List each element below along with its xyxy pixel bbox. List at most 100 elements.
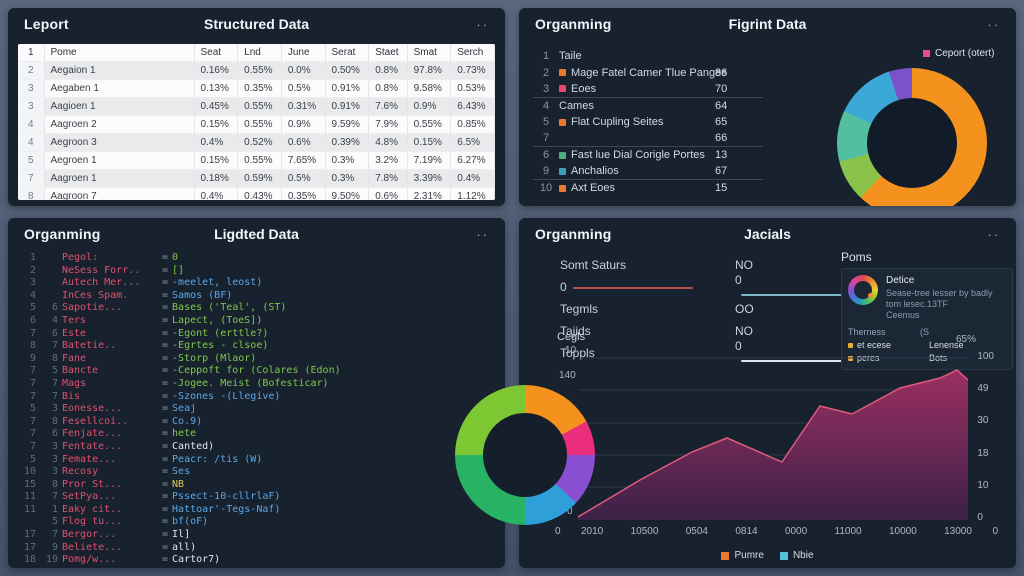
cell-name: Aagioen 1: [44, 97, 195, 116]
stat-value: 0: [560, 280, 735, 294]
poms-card[interactable]: Detice Sease-tree lesser by badly tom le…: [841, 268, 1013, 370]
list-item[interactable]: 4 Cames 64: [533, 98, 763, 115]
menu-dots-icon[interactable]: ··: [476, 226, 489, 242]
code-equals: =: [162, 277, 169, 289]
column-header: Lnd: [237, 44, 282, 62]
cell-value: 0.85%: [450, 115, 495, 134]
bullet-icon: [559, 151, 566, 159]
code-value: bf(oF): [172, 516, 209, 528]
list-item-label: Axt Eoes: [571, 182, 616, 195]
code-equals: =: [162, 415, 169, 427]
card-name: Detice: [886, 275, 915, 286]
list-item[interactable]: 7 66: [533, 131, 763, 147]
code-listing[interactable]: 1 Pegol: = 0 2 NeSess Forr.. =[] 3 Autech Mer...…: [18, 252, 497, 565]
code-equals: =: [162, 491, 169, 503]
list-item-number: 2: [542, 66, 550, 79]
donut-chart[interactable]: [455, 385, 595, 525]
table-row[interactable]: 5 Aegroen 1 0.15% 0.55% 7.65% 0.3% 3.2% 7.19% 6.…: [18, 151, 495, 170]
row-number: 4: [18, 115, 45, 134]
cell-value: 0.9%: [281, 115, 326, 134]
list-item[interactable]: 6 Fast lue Dial Corigle Portes 13: [533, 147, 763, 164]
code-equals: =: [162, 302, 169, 314]
list-item[interactable]: 10 Axt Eoes 15: [533, 180, 763, 197]
row-number: 1: [18, 44, 45, 62]
row-number: 2: [18, 61, 45, 80]
line-number: 8: [51, 415, 58, 427]
donut-legend: Ceport (otert): [923, 48, 994, 59]
list-item[interactable]: 1 Taile: [533, 48, 763, 65]
cell-value: 7.19%: [407, 151, 452, 170]
code-line: 17 9 Beliete... = all): [18, 542, 497, 555]
table-row[interactable]: 3 Aegaben 1 0.13% 0.35% 0.5% 0.91% 0.8% 9.58% 0.…: [18, 79, 495, 98]
x-tick: 2010: [581, 526, 604, 537]
cell-value: 0.35%: [237, 79, 282, 98]
cell-value: 0.8%: [368, 79, 408, 98]
card-col-header: Therness: [848, 327, 886, 337]
row-number: 5: [18, 151, 45, 170]
cell-name: Aagroen 1: [44, 169, 195, 188]
y-tick: 30: [977, 415, 989, 427]
code-value: Co.9): [172, 415, 203, 427]
table-row[interactable]: 2 Aegaion 1 0.16% 0.55% 0.0% 0.50% 0.8% 97.8% 0.…: [18, 61, 495, 80]
code-equals: =: [162, 529, 169, 541]
table-header-row[interactable]: 1 Pome Seat Lnd June Serat Staet Smat Serch: [18, 44, 495, 62]
card-row-value: Lenense: [929, 340, 964, 350]
table-row[interactable]: 7 Aagroen 1 0.18% 0.59% 0.5% 0.3% 7.8% 3.39% 0.4…: [18, 169, 495, 188]
column-header: Smat: [407, 44, 452, 62]
menu-dots-icon[interactable]: ··: [987, 226, 1000, 242]
list-item[interactable]: 2 Mage Fatel Camer Tlue Panges 86: [533, 65, 763, 82]
donut-hole: [867, 98, 957, 188]
cell-value: 4.8%: [368, 133, 408, 152]
row-number: 3: [18, 79, 45, 98]
line-number: 3: [51, 453, 58, 465]
cell-value: 0.15%: [194, 151, 239, 170]
stat-label: NO: [735, 258, 753, 272]
donut-chart[interactable]: [837, 68, 987, 206]
panel-ligdted-data: Ligdted Data Organming ·· 1 Pegol: = 0 2 NeSe…: [8, 218, 505, 568]
line-number: 17: [23, 541, 36, 553]
code-line: 9 8 Fane = -Storp (Mlaor): [18, 353, 497, 366]
table-row[interactable]: 4 Aegroon 3 0.4% 0.52% 0.6% 0.39% 4.8% 0.15% 6.5…: [18, 133, 495, 152]
area-chart[interactable]: [577, 345, 969, 521]
cell-value: 0.4%: [194, 187, 239, 200]
list-item-number: 9: [542, 165, 550, 178]
legend-item[interactable]: Nbie: [779, 550, 814, 561]
code-key: Mags: [62, 377, 87, 389]
bullet-icon: [848, 342, 853, 348]
chart-legend: Pumre Nbie: [519, 550, 1016, 561]
list-item[interactable]: 3 Eoes 70: [533, 81, 763, 98]
line-number: 7: [29, 377, 36, 389]
code-equals: =: [162, 264, 169, 276]
list-item-value: 86: [715, 66, 728, 79]
cell-value: 0.55%: [237, 115, 282, 134]
code-equals: =: [162, 503, 169, 515]
line-number: 5: [29, 453, 36, 465]
y-tick: 0: [977, 511, 983, 523]
code-key: Batetie..: [62, 340, 117, 352]
table-row[interactable]: 4 Aagroen 2 0.15% 0.55% 0.9% 9.59% 7.9% 0.55% 0.…: [18, 115, 495, 134]
legend-swatch: [779, 551, 788, 560]
list-item-value: 13: [715, 149, 728, 162]
cell-value: 0.4%: [450, 169, 495, 188]
line-number: 19: [45, 554, 58, 566]
line-number: 7: [51, 491, 58, 503]
menu-dots-icon[interactable]: ··: [476, 16, 489, 32]
code-key: Femate...: [62, 453, 117, 465]
code-value: -Egrtes - clsoe): [172, 340, 269, 352]
table-row[interactable]: 8 Aagroon 7 0.4% 0.43% 0.35% 9.50% 0.6% 2.31% 1.…: [18, 187, 495, 200]
code-equals: =: [162, 541, 169, 553]
cell-value: 0.55%: [237, 61, 282, 80]
legend-item[interactable]: Pumre: [721, 550, 764, 561]
code-key: Beliete...: [62, 541, 123, 553]
code-key: Pomg/w...: [62, 554, 117, 566]
spreadsheet[interactable]: 1 Pome Seat Lnd June Serat Staet Smat Serch 2 Aega…: [18, 44, 495, 200]
table-row[interactable]: 3 Aagioen 1 0.45% 0.55% 0.31% 0.91% 7.6% 0.9% 6.…: [18, 97, 495, 116]
column-header: Serch: [450, 44, 495, 62]
menu-dots-icon[interactable]: ··: [987, 16, 1000, 32]
line-number: 11: [23, 503, 36, 515]
list-item[interactable]: 5 Flat Cupling Seites 65: [533, 114, 763, 131]
code-value: Il]: [172, 529, 191, 541]
cell-value: 0.45%: [194, 97, 239, 116]
list-item[interactable]: 9 Anchalios 67: [533, 164, 763, 180]
code-equals: =: [162, 428, 169, 440]
